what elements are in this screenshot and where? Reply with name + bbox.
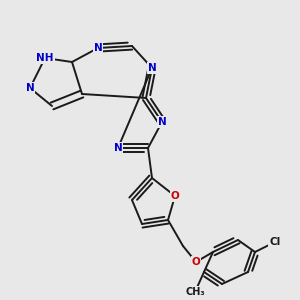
Text: NH: NH (36, 53, 54, 63)
Text: CH₃: CH₃ (185, 287, 205, 297)
Text: Cl: Cl (269, 237, 281, 247)
Text: O: O (171, 191, 179, 201)
Text: O: O (192, 257, 200, 267)
Text: N: N (94, 43, 102, 53)
Text: N: N (158, 117, 166, 127)
Text: N: N (114, 143, 122, 153)
Text: N: N (148, 63, 156, 73)
Text: N: N (26, 83, 34, 93)
